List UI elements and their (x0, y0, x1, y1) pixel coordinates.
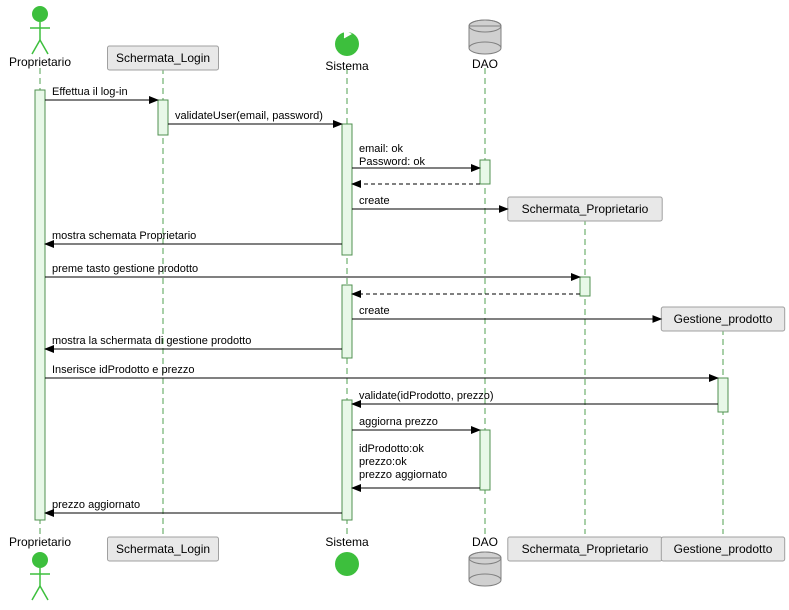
svg-text:mostra schemata Proprietario: mostra schemata Proprietario (52, 230, 196, 242)
svg-text:validate(idProdotto, prezzo): validate(idProdotto, prezzo) (359, 390, 494, 402)
svg-text:email: ok: email: ok (359, 143, 404, 155)
svg-text:DAO: DAO (472, 57, 498, 71)
svg-text:Sistema: Sistema (325, 59, 369, 73)
svg-text:create: create (359, 305, 390, 317)
svg-text:create: create (359, 195, 390, 207)
svg-text:Schermata_Proprietario: Schermata_Proprietario (522, 202, 649, 216)
svg-text:prezzo:ok: prezzo:ok (359, 456, 407, 468)
svg-text:Effettua il log-in: Effettua il log-in (52, 86, 128, 98)
svg-text:preme tasto gestione prodotto: preme tasto gestione prodotto (52, 263, 198, 275)
svg-text:Gestione_prodotto: Gestione_prodotto (674, 312, 773, 326)
svg-text:prezzo aggiornato: prezzo aggiornato (359, 469, 447, 481)
svg-text:mostra la schermata di gestion: mostra la schermata di gestione prodotto (52, 335, 251, 347)
svg-text:Proprietario: Proprietario (9, 55, 71, 69)
svg-text:Proprietario: Proprietario (9, 535, 71, 549)
svg-text:Schermata_Proprietario: Schermata_Proprietario (522, 542, 649, 556)
svg-text:Schermata_Login: Schermata_Login (116, 51, 210, 65)
svg-text:Sistema: Sistema (325, 535, 369, 549)
svg-text:DAO: DAO (472, 535, 498, 549)
svg-text:validateUser(email, password): validateUser(email, password) (175, 110, 323, 122)
svg-text:Schermata_Login: Schermata_Login (116, 542, 210, 556)
svg-text:Password: ok: Password: ok (359, 156, 426, 168)
svg-text:aggiorna prezzo: aggiorna prezzo (359, 416, 438, 428)
svg-text:Gestione_prodotto: Gestione_prodotto (674, 542, 773, 556)
svg-text:idProdotto:ok: idProdotto:ok (359, 443, 424, 455)
svg-text:prezzo aggiornato: prezzo aggiornato (52, 499, 140, 511)
svg-text:Inserisce idProdotto e prezzo: Inserisce idProdotto e prezzo (52, 364, 194, 376)
sequence-diagram: Proprietario Schermata_Login Sistema DAO Pro… (0, 0, 789, 610)
